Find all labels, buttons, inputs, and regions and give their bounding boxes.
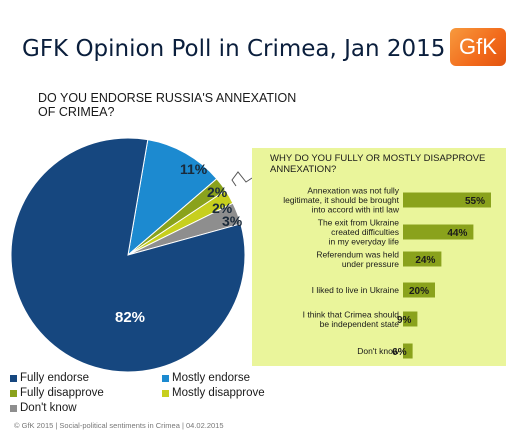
legend-item-dont-know: Don't know xyxy=(10,402,77,414)
legend-swatch xyxy=(162,374,169,382)
bar-value-label: 24% xyxy=(415,255,435,266)
bar xyxy=(403,282,435,298)
pie-value-label: 2% xyxy=(207,184,228,200)
legend-swatch xyxy=(10,374,17,382)
bar-category-label: I liked to live in Ukraine xyxy=(312,285,400,295)
bar xyxy=(403,343,413,359)
pie-value-label: 82% xyxy=(115,309,145,326)
callout-connector xyxy=(231,171,253,187)
pie-question: DO YOU ENDORSE RUSSIA'S ANNEXATION OF CR… xyxy=(38,91,297,119)
legend-swatch xyxy=(10,389,17,397)
legend-swatch xyxy=(10,404,17,412)
gfk-logo: GfK xyxy=(450,28,506,66)
footer-text: © GfK 2015 | Social-political sentiments… xyxy=(14,421,224,430)
legend-item-fully-endorse: Fully endorse xyxy=(10,372,89,384)
bar-chart-title: WHY DO YOU FULLY OR MOSTLY DISAPPROVE AN… xyxy=(270,153,486,175)
bar xyxy=(403,251,442,267)
bar-category-label: Referendum was held under pressure xyxy=(316,249,399,269)
bar-value-label: 20% xyxy=(409,286,429,297)
legend-item-mostly-endorse: Mostly endorse xyxy=(162,372,250,384)
pie-slice-fully-endorse xyxy=(10,137,246,373)
legend-label: Fully endorse xyxy=(20,372,90,384)
pie-value-label: 11% xyxy=(180,161,208,177)
pie-slice-mostly-endorse xyxy=(127,139,218,257)
disapproval-reasons-panel: WHY DO YOU FULLY OR MOSTLY DISAPPROVE AN… xyxy=(252,148,506,366)
legend-swatch xyxy=(162,389,169,397)
bar-category-label: Don't know xyxy=(357,346,400,356)
bar-category-label: I think that Crimea should be independent… xyxy=(303,309,400,329)
bar xyxy=(403,311,418,327)
bar-value-label: 9% xyxy=(397,315,412,326)
legend-label: Don't know xyxy=(20,402,77,414)
pie-legend: Fully endorse Mostly endorse Fully disap… xyxy=(10,372,310,416)
legend-item-fully-disapprove: Fully disapprove xyxy=(10,387,104,399)
bar-value-label: 6% xyxy=(392,347,407,358)
bar-value-label: 55% xyxy=(465,196,485,207)
legend-label: Mostly disapprove xyxy=(172,387,265,399)
chart-title: GFK Opinion Poll in Crimea, Jan 2015 xyxy=(22,36,446,62)
pie-value-label: 2% xyxy=(212,200,233,216)
bar xyxy=(403,192,491,208)
pie-value-label: 3% xyxy=(222,213,243,229)
bar-value-label: 44% xyxy=(447,228,467,239)
bar xyxy=(403,224,474,240)
logo-text: GfK xyxy=(459,34,497,59)
bar-category-label: The exit from Ukraine created difficultie… xyxy=(318,218,400,247)
legend-label: Mostly endorse xyxy=(172,372,250,384)
legend-label: Fully disapprove xyxy=(20,387,104,399)
bar-category-label: Annexation was not fully legitimate, it s… xyxy=(283,186,400,215)
bar-chart: Annexation was not fully legitimate, it s… xyxy=(283,186,491,359)
legend-item-mostly-disapprove: Mostly disapprove xyxy=(162,387,265,399)
